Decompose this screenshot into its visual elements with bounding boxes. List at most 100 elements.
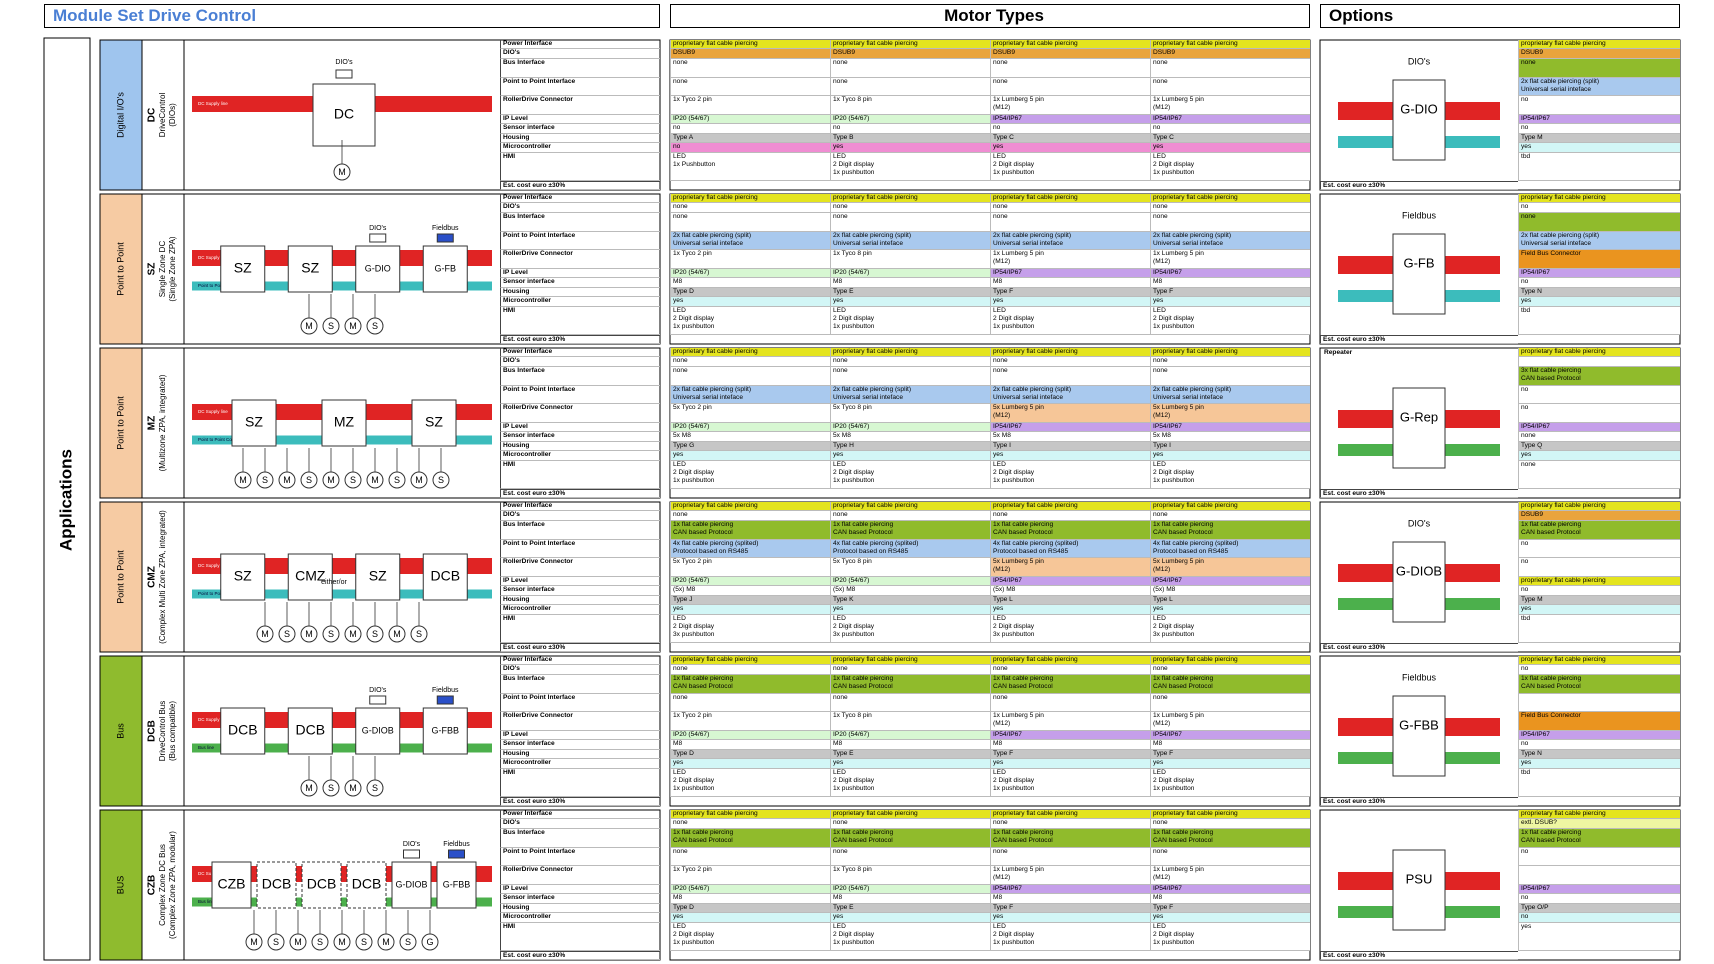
option-cell: Type N (1518, 287, 1680, 298)
motor-cell: 4x flat cable piercing (splited) Protoco… (670, 539, 830, 559)
module-description: Complex Zone DC Bus (158, 844, 167, 926)
motor-cell: 5x M8 (990, 432, 1150, 442)
property-label: RollerDrive Connector (500, 712, 660, 731)
motor-symbol (344, 471, 362, 489)
module-box (422, 707, 468, 755)
motor-cell: LED 2 Digit display 1x pushbutton (990, 922, 1150, 951)
motor-cell: 2x flat cable piercing (split) Universal… (670, 385, 830, 405)
motor-cell: 1x Lumberg 5 pin (M12) (1150, 712, 1310, 731)
module-label: G-DIO (1400, 101, 1438, 116)
motor-cell: proprietary flat cable piercing (830, 502, 990, 512)
module-label: SZ (425, 414, 443, 430)
module-box (1392, 233, 1446, 315)
motor-cell: IP54/IP67 (1150, 115, 1310, 125)
cost-label: Est. cost euro ±30% (500, 950, 660, 960)
module-code: DCB (147, 720, 158, 742)
motor-cell: Type A (670, 133, 830, 144)
motor-cell: proprietary flat cable piercing (1150, 502, 1310, 512)
motor-cell: proprietary flat cable piercing (1150, 656, 1310, 666)
motor-cell: yes (670, 759, 830, 769)
motor-cell: yes (990, 913, 1150, 923)
motor-label: S (405, 937, 411, 947)
motor-label: S (306, 475, 312, 485)
property-label: HMI (500, 768, 660, 797)
motor-cell: LED 2 Digit display 1x pushbutton (670, 306, 830, 335)
motor-cell: LED 2 Digit display 3x pushbutton (670, 614, 830, 643)
motor-label: M (250, 937, 258, 947)
motor-cell: 1x Tyco 2 pin (670, 866, 830, 885)
motor-cell: LED 2 Digit display 1x pushbutton (830, 460, 990, 489)
motor-symbol (300, 471, 318, 489)
motor-cell: none (670, 203, 830, 213)
motor-symbol (300, 317, 318, 335)
cost-label: Est. cost euro ±30% (1320, 642, 1518, 652)
motor-symbol (410, 471, 428, 489)
motor-cell: Type C (990, 133, 1150, 144)
motor-cell: proprietary flat cable piercing (1150, 810, 1310, 820)
motor-cell: none (990, 819, 1150, 829)
module-box (287, 245, 333, 293)
motor-cell: IP54/IP67 (1150, 423, 1310, 433)
motor-cell: none (830, 366, 990, 386)
motor-cell: yes (830, 143, 990, 153)
property-label: IP Level (500, 269, 660, 279)
category-label: BUS (115, 876, 125, 895)
module-label: CMZ (295, 568, 326, 584)
motor-cell: IP20 (54/67) (670, 115, 830, 125)
motor-cell: none (1150, 819, 1310, 829)
module-label: DCB (307, 876, 337, 892)
motor-label: S (328, 321, 334, 331)
property-label: Housing (500, 903, 660, 914)
cost-label: Est. cost euro ±30% (1320, 180, 1518, 190)
motor-cell: 2x flat cable piercing (split) Universal… (1150, 231, 1310, 251)
motor-cell: IP54/IP67 (1150, 577, 1310, 587)
side-frame (43, 37, 91, 961)
motor-cell: yes (990, 605, 1150, 615)
motor-cell: Type E (830, 749, 990, 760)
top-label: Fieldbus (432, 225, 459, 232)
motor-cell: 1x flat cable piercing CAN based Protoco… (990, 674, 1150, 694)
category-label: Point to Point (115, 242, 125, 296)
motor-types-header: Motor Types (670, 4, 1310, 28)
motor-cell: proprietary flat cable piercing (830, 194, 990, 204)
property-label: Microcontroller (500, 143, 660, 153)
cable-label: DC Supply line (198, 563, 228, 568)
motor-cell: 5x Tyco 8 pin (830, 404, 990, 423)
motor-cell: M8 (670, 894, 830, 904)
property-label: DIO's (500, 49, 660, 59)
property-label: Bus Interface (500, 828, 660, 848)
motor-cell: proprietary flat cable piercing (670, 194, 830, 204)
motor-cell: 5x M8 (670, 432, 830, 442)
category-strip (99, 347, 143, 499)
motor-label: M (338, 937, 346, 947)
motor-cell: 1x Tyco 8 pin (830, 712, 990, 731)
motor-label: S (328, 629, 334, 639)
property-label: Power Interface (500, 656, 660, 666)
motor-symbol (344, 625, 362, 643)
option-cell: yes (1518, 143, 1680, 153)
option-cell: proprietary flat cable piercing (1518, 810, 1680, 820)
category-strip (99, 501, 143, 653)
cable-band (192, 743, 492, 753)
module-box (1392, 387, 1446, 469)
motor-cell: yes (670, 605, 830, 615)
option-cell: Field Bus Connector (1518, 712, 1680, 731)
category-label: Digital I/O's (115, 92, 125, 138)
motor-cell: yes (670, 913, 830, 923)
motor-cell: yes (830, 451, 990, 461)
motor-cell: 1x flat cable piercing CAN based Protoco… (830, 520, 990, 540)
motor-cell: IP20 (54/67) (830, 885, 990, 895)
motor-cell: Type D (670, 749, 830, 760)
option-cell: proprietary flat cable piercing (1518, 577, 1680, 587)
motor-cell: LED 2 Digit display 1x pushbutton (1150, 460, 1310, 489)
property-label: IP Level (500, 577, 660, 587)
top-label: DIO's (1408, 56, 1431, 66)
motor-cell: 5x Tyco 2 pin (670, 404, 830, 423)
option-cell: proprietary flat cable piercing (1518, 348, 1680, 358)
cable-band (192, 712, 492, 728)
motor-cell: none (830, 847, 990, 867)
motor-cell: M8 (990, 894, 1150, 904)
motor-symbol (421, 933, 439, 951)
motor-label: M (261, 629, 269, 639)
